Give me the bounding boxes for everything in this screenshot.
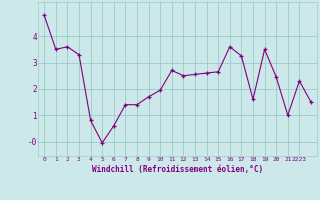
- X-axis label: Windchill (Refroidissement éolien,°C): Windchill (Refroidissement éolien,°C): [92, 165, 263, 174]
